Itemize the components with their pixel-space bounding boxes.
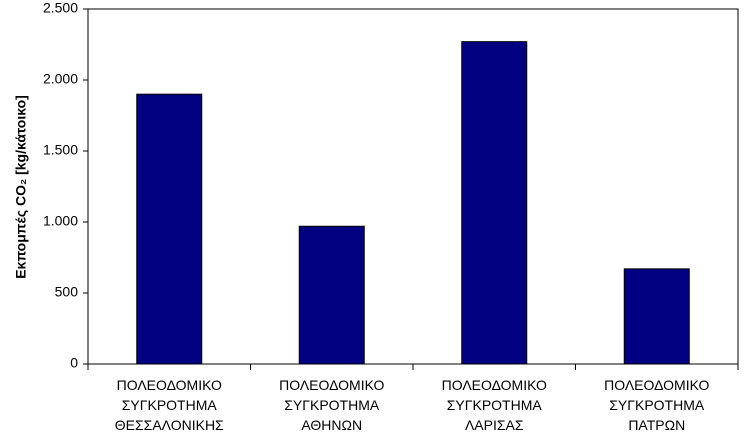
bar bbox=[623, 268, 690, 365]
y-tick-label: 2.000 bbox=[43, 71, 78, 87]
bar bbox=[298, 225, 365, 365]
x-tick-label: ΠΟΛΕΟΔΟΜΙΚΟ ΣΥΓΚΡΟΤΗΜΑ ΑΘΗΝΩΝ bbox=[279, 377, 384, 433]
y-tick-label: 1.000 bbox=[43, 213, 78, 229]
bar bbox=[136, 93, 203, 365]
bar bbox=[461, 41, 528, 365]
y-tick-label: 1.500 bbox=[43, 142, 78, 158]
x-tick-label: ΠΟΛΕΟΔΟΜΙΚΟ ΣΥΓΚΡΟΤΗΜΑ ΘΕΣΣΑΛΟΝΙΚΗΣ bbox=[115, 377, 224, 433]
y-tick-label: 0 bbox=[70, 355, 78, 371]
y-tick-label: 2.500 bbox=[43, 0, 78, 16]
x-tick-label: ΠΟΛΕΟΔΟΜΙΚΟ ΣΥΓΚΡΟΤΗΜΑ ΠΑΤΡΩΝ bbox=[604, 377, 709, 433]
y-tick-label: 500 bbox=[55, 284, 79, 300]
x-tick-label: ΠΟΛΕΟΔΟΜΙΚΟ ΣΥΓΚΡΟΤΗΜΑ ΛΑΡΙΣΑΣ bbox=[442, 377, 547, 433]
y-axis-label: Εκπομπές CO₂ [kg/κάτοικο] bbox=[13, 95, 29, 279]
